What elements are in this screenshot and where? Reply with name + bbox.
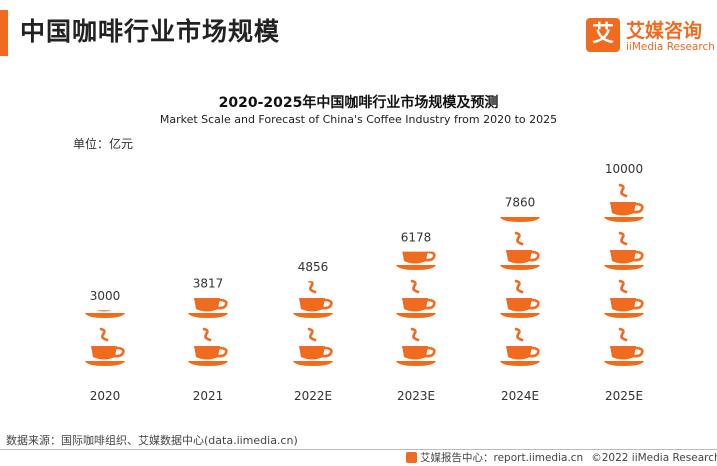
x-tick-label: 2020 — [90, 389, 121, 403]
x-tick-label: 2025E — [605, 389, 643, 403]
footer-logo-icon — [406, 452, 417, 463]
bar-2022E — [293, 281, 333, 366]
coffee-cup-icon — [500, 217, 540, 222]
coffee-cup-icon — [293, 281, 333, 318]
coffee-cup-icon — [85, 327, 125, 366]
chart-subtitle: Market Scale and Forecast of China's Cof… — [159, 113, 558, 126]
coffee-cup-icon — [85, 310, 125, 318]
coffee-cup-icon — [500, 327, 540, 366]
bar-2025E — [604, 183, 644, 366]
data-source: 数据来源：国际咖啡组织、艾媒数据中心(data.iimedia.cn) — [6, 434, 298, 447]
logo-mark-icon — [586, 18, 620, 52]
data-label: 3000 — [90, 289, 121, 303]
data-label: 7860 — [505, 195, 536, 209]
logo-mark-text: 艾 — [591, 22, 614, 47]
coffee-cup-icon — [604, 327, 644, 366]
page-title: 中国咖啡行业市场规模 — [20, 17, 281, 46]
bar-2023E — [396, 251, 436, 366]
x-tick-label: 2022E — [294, 389, 332, 403]
coffee-cup-icon — [293, 327, 333, 366]
x-tick-label: 2024E — [501, 389, 539, 403]
coffee-cup-icon — [604, 183, 644, 222]
copyright: ©2022 iiMedia Research Inc — [591, 452, 717, 464]
data-label: 3817 — [193, 276, 224, 290]
bar-2020 — [85, 310, 125, 366]
coffee-cup-icon — [188, 298, 228, 318]
coffee-cup-icon — [604, 279, 644, 318]
report-center-link[interactable]: 艾媒报告中心：report.iimedia.cn — [420, 452, 584, 464]
footer-info: 艾媒报告中心：report.iimedia.cn ©2022 iiMedia Re… — [406, 450, 717, 465]
coffee-cup-icon — [396, 327, 436, 366]
unit-label: 单位：亿元 — [73, 137, 134, 151]
logo-english-name: iiMedia Research — [626, 41, 715, 53]
x-tick-label: 2021 — [193, 389, 224, 403]
iimedia-logo[interactable]: 艾 艾媒咨询 iiMedia Research — [586, 18, 715, 58]
coffee-cup-icon — [500, 279, 540, 318]
chart-title: 2020-2025年中国咖啡行业市场规模及预测 — [218, 95, 499, 111]
bar-2024E — [500, 217, 540, 366]
bar-2021 — [188, 298, 228, 366]
data-label: 6178 — [401, 231, 432, 245]
data-label: 10000 — [605, 162, 643, 176]
header-accent-bar — [0, 10, 8, 56]
data-label: 4856 — [298, 260, 329, 274]
coffee-cup-icon — [500, 231, 540, 270]
coffee-cup-icon — [396, 251, 436, 270]
coffee-cup-icon — [188, 327, 228, 366]
footer-divider — [0, 449, 717, 450]
logo-chinese-name: 艾媒咨询 — [626, 20, 703, 42]
coffee-cup-icon — [604, 231, 644, 270]
coffee-cup-icon — [396, 279, 436, 318]
x-tick-label: 2023E — [397, 389, 435, 403]
